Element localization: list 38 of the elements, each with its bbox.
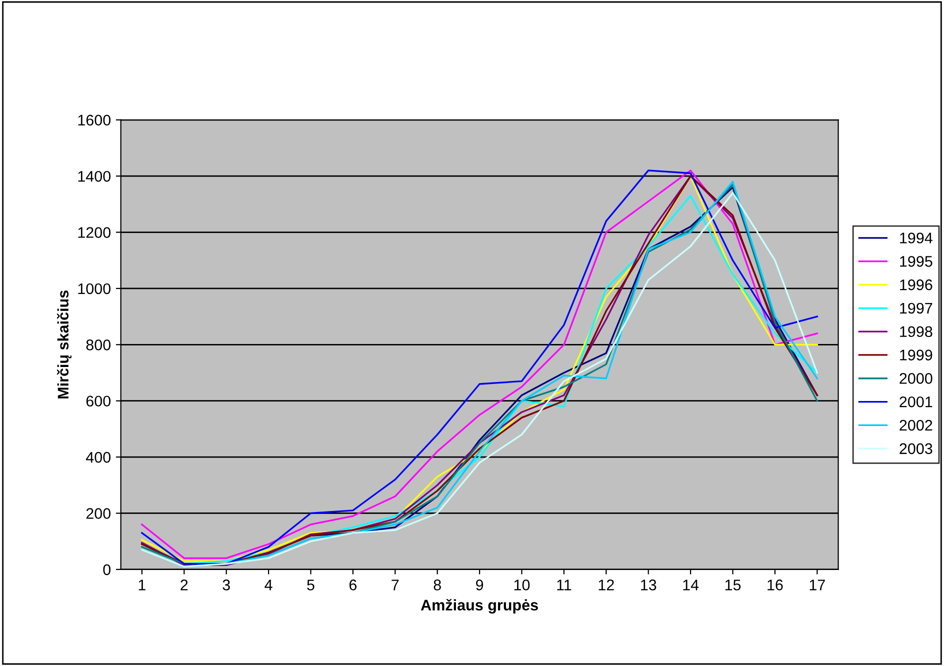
x-tick-label: 14 <box>683 580 699 590</box>
x-tick-label: 12 <box>598 580 614 590</box>
y-tick-label: 800 <box>86 340 111 350</box>
legend-label: 2002 <box>900 420 932 431</box>
x-tick-label: 1 <box>138 580 146 590</box>
x-tick-label: 16 <box>768 580 783 590</box>
legend-label: 1996 <box>900 279 932 290</box>
x-tick-label: 15 <box>725 580 741 590</box>
x-tick-label: 8 <box>434 580 441 590</box>
x-tick-label: 6 <box>349 580 357 590</box>
y-tick-label: 1600 <box>78 114 111 126</box>
legend-label: 1999 <box>900 350 932 360</box>
legend-label: 2000 <box>900 373 932 384</box>
x-tick-label: 13 <box>641 580 656 590</box>
y-tick-label: 0 <box>103 564 111 576</box>
x-tick-label: 17 <box>810 580 825 590</box>
x-tick-label: 4 <box>264 580 272 590</box>
legend-label: 1997 <box>900 302 932 314</box>
legend-label: 1994 <box>900 232 932 244</box>
x-tick-label: 2 <box>180 580 188 590</box>
x-tick-label: 9 <box>476 580 484 590</box>
y-tick-label: 600 <box>86 396 111 407</box>
y-tick-label: 400 <box>86 452 111 463</box>
y-axis-title: Mirčių skaičius <box>56 290 72 398</box>
x-tick-label: 3 <box>222 580 230 590</box>
legend-label: 2001 <box>900 396 932 408</box>
y-tick-label: 1400 <box>78 170 111 182</box>
y-tick-label: 1000 <box>78 283 111 294</box>
x-tick-label: 10 <box>514 580 530 590</box>
x-tick-label: 5 <box>307 580 314 590</box>
legend-label: 1995 <box>900 256 932 267</box>
y-tick-label: 1200 <box>78 227 111 238</box>
y-tick-label: 200 <box>86 508 111 519</box>
x-axis-title: Amžiaus grupės <box>420 598 538 614</box>
x-tick-label: 7 <box>392 580 399 590</box>
legend-label: 1998 <box>900 326 932 338</box>
x-tick-label: 11 <box>557 580 572 590</box>
legend-label: 2003 <box>900 443 932 454</box>
